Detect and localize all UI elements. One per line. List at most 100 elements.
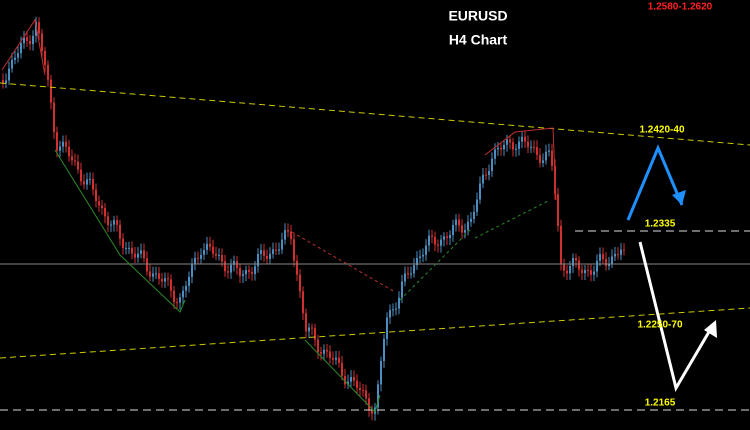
candle-part	[590, 270, 592, 275]
candle-part	[428, 235, 430, 246]
candle-part	[485, 174, 487, 176]
candle-part	[206, 243, 208, 250]
candle-part	[446, 236, 448, 238]
candle-part	[509, 139, 511, 143]
candle-part	[38, 22, 40, 34]
candle-part	[53, 102, 55, 133]
candle-part	[209, 243, 211, 247]
candle-part	[230, 264, 232, 273]
candle-part	[497, 147, 499, 150]
candle-part	[2, 80, 4, 84]
candle-part	[218, 255, 220, 257]
candle-part	[437, 244, 439, 246]
candle-part	[170, 279, 172, 291]
candle-part	[14, 57, 16, 60]
candle-part	[404, 273, 406, 282]
candle-part	[152, 273, 154, 277]
candle-part	[173, 290, 175, 303]
candle-part	[476, 199, 478, 212]
candle-part	[179, 297, 181, 303]
candle-part	[146, 258, 148, 272]
candle-part	[89, 179, 91, 181]
candle-part	[320, 351, 322, 354]
candle-part	[371, 410, 373, 414]
candle-part	[29, 41, 31, 45]
candle-part	[389, 309, 391, 318]
candle-part	[539, 154, 541, 163]
level-label: 1.2580-1.2620	[648, 2, 713, 13]
candle-part	[86, 179, 88, 185]
candle-part	[323, 349, 325, 354]
candle-part	[470, 218, 472, 222]
candle-part	[191, 264, 193, 277]
candle-part	[314, 328, 316, 340]
arrow-head	[704, 320, 717, 338]
candle-part	[227, 271, 229, 273]
candle-part	[296, 260, 298, 275]
candle-part	[581, 269, 583, 274]
zigzag	[304, 339, 381, 413]
candle-part	[41, 33, 43, 51]
candle-part	[530, 146, 532, 148]
projection-line	[474, 199, 551, 239]
candle-part	[236, 261, 238, 268]
candle-part	[260, 250, 262, 254]
candle-part	[317, 339, 319, 352]
candle-part	[20, 43, 22, 54]
candle-part	[419, 256, 421, 258]
candle-part	[68, 146, 70, 157]
candle-part	[26, 37, 28, 42]
candle-part	[92, 179, 94, 190]
projection-line	[399, 229, 471, 301]
candle-part	[248, 269, 250, 272]
candle-part	[98, 201, 100, 206]
candle-part	[416, 257, 418, 266]
candle-part	[422, 254, 424, 257]
candle-part	[32, 35, 34, 45]
candle-part	[377, 384, 379, 408]
candle-part	[614, 253, 616, 257]
candle-part	[560, 225, 562, 265]
candle-part	[77, 161, 79, 170]
candle-part	[623, 249, 625, 251]
candle-part	[518, 141, 520, 149]
candle-part	[440, 239, 442, 246]
candle-part	[104, 207, 106, 217]
candle-part	[11, 59, 13, 69]
bearish-arrow	[638, 241, 715, 392]
level-label: 1.2420-40	[639, 125, 684, 136]
level-label: 1.2250-70	[637, 320, 682, 331]
candle-part	[599, 254, 601, 261]
candle-part	[575, 257, 577, 261]
candle-part	[569, 266, 571, 274]
candle-part	[293, 239, 295, 261]
candle-part	[194, 257, 196, 265]
candle-part	[182, 290, 184, 298]
candle-part	[572, 257, 574, 267]
level-label: 1.2165	[645, 398, 676, 409]
candle-part	[521, 136, 523, 142]
candle-part	[410, 273, 412, 275]
candle-part	[593, 271, 595, 275]
candle-part	[536, 147, 538, 155]
candle-part	[434, 236, 436, 245]
candle-part	[548, 150, 550, 152]
candle-part	[8, 68, 10, 81]
candle-part	[461, 225, 463, 233]
candle-part	[35, 22, 37, 36]
candle-part	[308, 327, 310, 332]
candle-part	[515, 148, 517, 150]
candle-part	[302, 291, 304, 314]
candle-part	[494, 149, 496, 159]
candle-part	[62, 141, 64, 147]
candle-part	[110, 224, 112, 226]
candle-part	[563, 264, 565, 271]
candle-part	[56, 132, 58, 151]
candle-part	[356, 380, 358, 389]
candle-part	[329, 351, 331, 358]
candle-part	[44, 50, 46, 65]
candle-part	[617, 253, 619, 255]
bullish-arrow	[626, 144, 684, 221]
